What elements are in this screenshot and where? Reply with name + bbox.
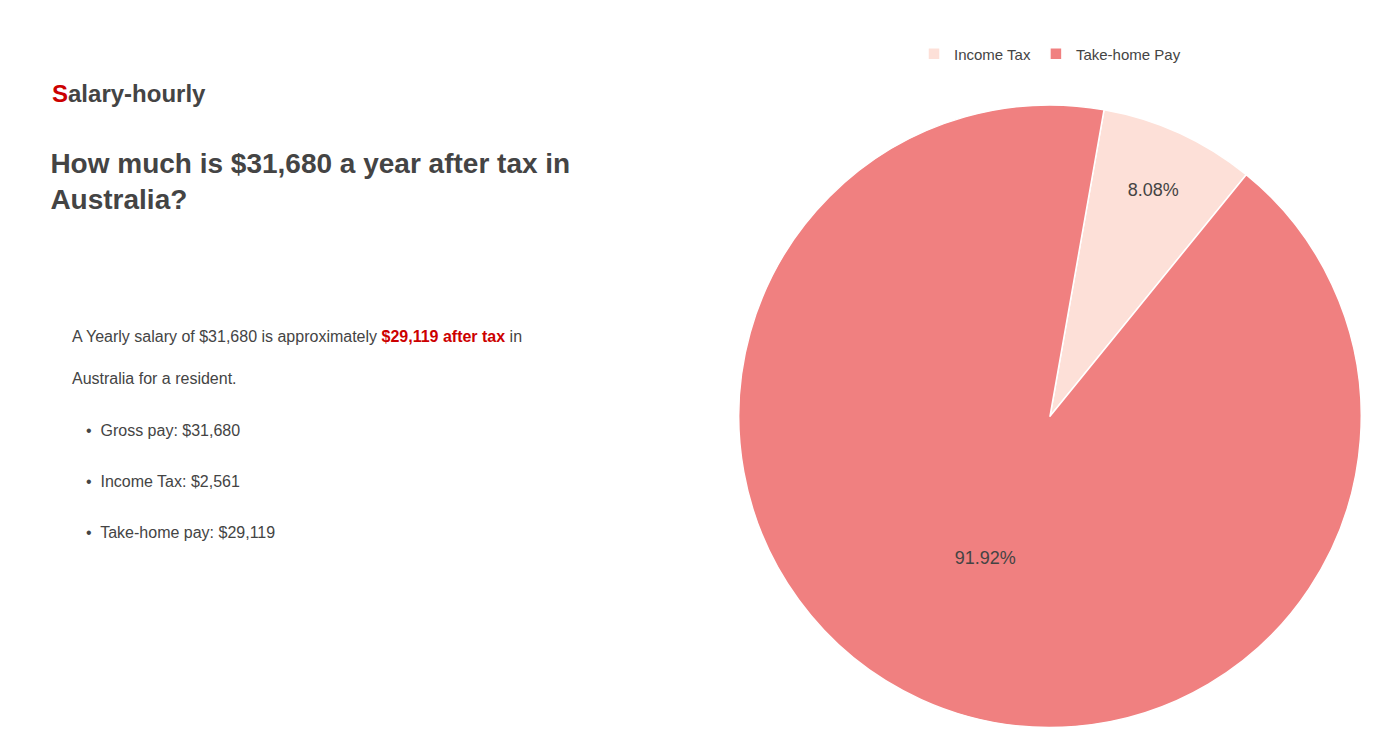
svg-text:• Gross pay: $31,680: • Gross pay: $31,680 [86,422,240,439]
svg-text:Salary-hourly: Salary-hourly [52,80,206,107]
svg-text:• Income Tax: $2,561: • Income Tax: $2,561 [86,473,240,490]
svg-text:How much is $31,680 a year aft: How much is $31,680 a year after tax inA… [50,148,570,215]
svg-text:91.92%: 91.92% [955,548,1016,568]
svg-text:Take-home Pay: Take-home Pay [1076,46,1181,63]
svg-text:Australia for a resident.: Australia for a resident. [72,370,237,387]
svg-text:Income Tax: Income Tax [954,46,1031,63]
svg-text:A Yearly salary of $31,680 is: A Yearly salary of $31,680 is approximat… [72,328,522,345]
svg-text:8.08%: 8.08% [1128,180,1179,200]
svg-text:• Take-home pay: $29,119: • Take-home pay: $29,119 [86,524,275,541]
